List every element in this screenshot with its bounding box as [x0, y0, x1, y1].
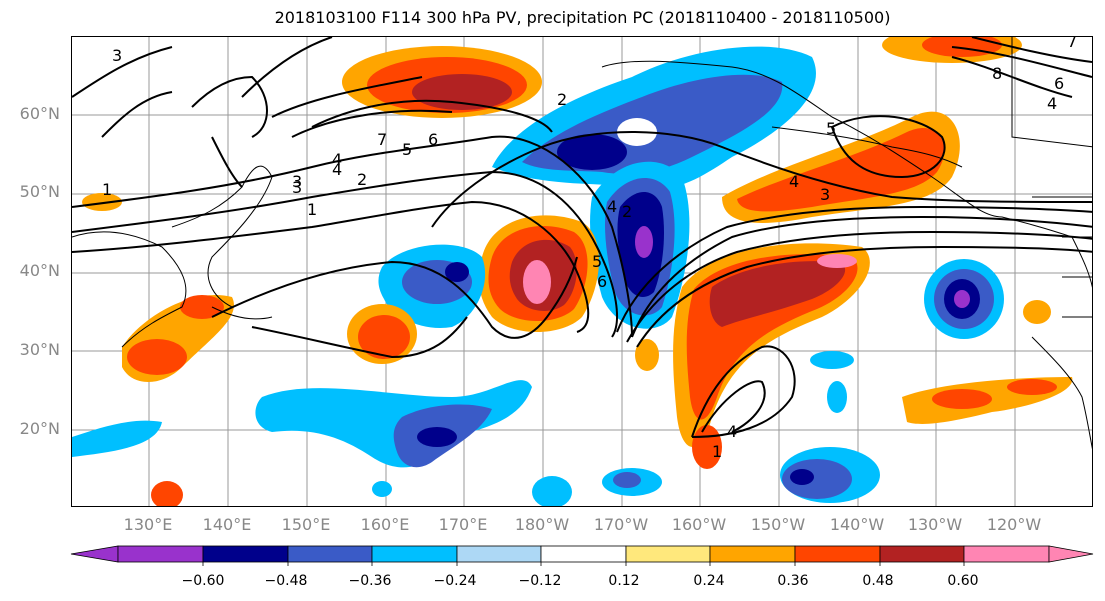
- contour-label: 5: [592, 252, 602, 271]
- contour-label: 4: [332, 150, 342, 169]
- contour-label: 3: [820, 185, 830, 204]
- map-canvas: 3 1 3 2 4 7 5 6 4 3 1 2 5 6 4 4 3 5 6 4 …: [72, 37, 1092, 506]
- lon-label: 150°W: [750, 515, 806, 534]
- lon-label: 180°W: [514, 515, 570, 534]
- contour-label: 2: [357, 170, 367, 189]
- colorbar-extend-min: [70, 545, 119, 563]
- contour-label: 8: [992, 64, 1002, 83]
- contour-label: 1: [712, 442, 722, 461]
- pv-contours: [72, 37, 1092, 438]
- contour-label: 1: [102, 180, 112, 199]
- contour-label: 2: [557, 90, 567, 109]
- lon-label: 160°W: [671, 515, 727, 534]
- contour-label: 4: [332, 160, 342, 179]
- neg-anomaly-subtropical-west: [255, 380, 532, 468]
- contour-label: 4: [607, 197, 617, 216]
- contour-label: 2: [622, 202, 632, 221]
- contour-label: 3: [112, 46, 122, 65]
- colorbar-segment: [540, 545, 627, 563]
- map-panel: 3 1 3 2 4 7 5 6 4 3 1 2 5 6 4 4 3 5 6 4 …: [71, 36, 1093, 507]
- colorbar-tick: 0.24: [693, 573, 725, 589]
- colorbar-extend-max: [1048, 545, 1094, 563]
- colorbar-segment: [625, 545, 711, 563]
- lat-label: 20°N: [19, 419, 60, 438]
- contour-label: 7: [1067, 37, 1077, 51]
- lat-label: 40°N: [19, 261, 60, 280]
- coastlines: [72, 37, 1092, 450]
- lon-label: 150°E: [281, 515, 331, 534]
- colorbar-segment: [963, 545, 1050, 563]
- colorbar-tick: −0.24: [433, 573, 477, 589]
- colorbar-segment: [287, 545, 373, 563]
- precip-pc-shading: [72, 37, 1073, 506]
- lon-label: 160°E: [360, 515, 410, 534]
- colorbar-tick: −0.36: [348, 573, 392, 589]
- contour-label: 3: [292, 172, 302, 191]
- colorbar-segment: [456, 545, 542, 563]
- lon-label: 140°W: [829, 515, 885, 534]
- lat-label: 60°N: [19, 104, 60, 123]
- contour-label: 6: [597, 272, 607, 291]
- colorbar-tick: −0.60: [181, 573, 225, 589]
- colorbar-tick: 0.36: [777, 573, 809, 589]
- contour-label: 6: [428, 130, 438, 149]
- lat-label: 30°N: [19, 340, 60, 359]
- lon-label: 170°W: [593, 515, 649, 534]
- map-title: 2018103100 F114 300 hPa PV, precipitatio…: [274, 8, 891, 27]
- contour-label: 5: [826, 119, 836, 138]
- lat-label: 50°N: [19, 182, 60, 201]
- colorbar-segment: [371, 545, 458, 563]
- contour-labels: 3 1 3 2 4 7 5 6 4 3 1 2 5 6 4 4 3 5 6 4 …: [102, 37, 1077, 461]
- colorbar-segment: [794, 545, 881, 563]
- lon-label: 130°E: [123, 515, 173, 534]
- colorbar-tick: −0.48: [264, 573, 308, 589]
- contour-label: 1: [307, 200, 317, 219]
- lon-label: 120°W: [986, 515, 1042, 534]
- colorbar-tick: 0.12: [608, 573, 640, 589]
- contour-label: 4: [727, 422, 737, 441]
- colorbar-segment: [117, 545, 204, 563]
- contour-label: 7: [377, 130, 387, 149]
- lon-label: 140°E: [202, 515, 252, 534]
- contour-label: 6: [1054, 74, 1064, 93]
- lon-label: 170°E: [438, 515, 488, 534]
- contour-label: 4: [1047, 94, 1057, 113]
- colorbar-segment: [709, 545, 796, 563]
- colorbar-tick: 0.48: [862, 573, 894, 589]
- colorbar-tick: −0.12: [518, 573, 562, 589]
- colorbar-segment: [202, 545, 289, 563]
- contour-label: 5: [402, 140, 412, 159]
- contour-label: 4: [789, 172, 799, 191]
- contour-label: 3: [292, 178, 302, 197]
- colorbar-tick: 0.60: [947, 573, 979, 589]
- colorbar-segment: [879, 545, 965, 563]
- lon-label: 130°W: [907, 515, 963, 534]
